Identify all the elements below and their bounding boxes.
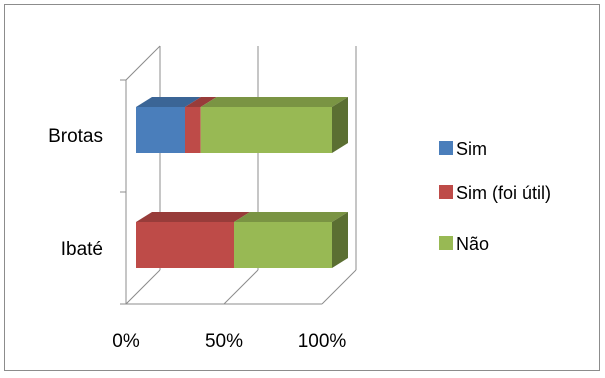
bar-side-face — [332, 97, 348, 153]
legend-swatch — [439, 141, 453, 155]
bar-segment — [200, 107, 332, 153]
bar-segment — [234, 222, 332, 268]
bar-top-face — [136, 97, 201, 107]
x-tick-label: 50% — [205, 331, 243, 352]
bar-top-face — [200, 97, 348, 107]
bar-top-face — [136, 212, 250, 222]
category-label: Ibaté — [61, 239, 103, 260]
legend: Sim Sim (foi útil) Não — [439, 139, 551, 254]
chart-bars — [136, 97, 348, 268]
x-tick-label: 0% — [112, 331, 140, 352]
x-tick-label: 100% — [298, 331, 347, 352]
bar-side-face — [332, 212, 348, 268]
bar-segment — [136, 107, 185, 153]
legend-swatch — [439, 185, 453, 199]
bar-segment — [185, 107, 201, 153]
gridline-floor — [321, 269, 357, 305]
legend-swatch — [439, 236, 453, 250]
chart-frame — [4, 4, 600, 371]
legend-label: Sim (foi útil) — [456, 183, 551, 203]
wall-edge — [125, 45, 161, 81]
legend-label: Sim — [456, 139, 487, 159]
bar-segment — [136, 222, 234, 268]
bar-top-face — [185, 97, 217, 107]
category-label: Brotas — [48, 126, 103, 147]
gridline-floor — [125, 269, 161, 305]
chart-labels: Brotas Ibaté 0% 50% 100% — [48, 126, 346, 352]
bar-top-face — [234, 212, 348, 222]
gridline-floor — [223, 269, 259, 305]
legend-label: Não — [456, 234, 489, 254]
